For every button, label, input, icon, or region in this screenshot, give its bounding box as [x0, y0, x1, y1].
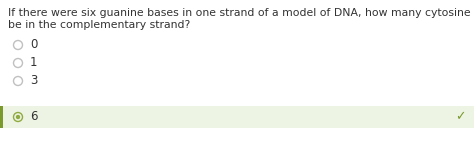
Text: 1: 1: [30, 56, 37, 70]
FancyBboxPatch shape: [0, 106, 474, 128]
Text: 0: 0: [30, 39, 37, 51]
Text: 3: 3: [30, 75, 37, 87]
Text: ✓: ✓: [456, 111, 466, 123]
Text: If there were six guanine bases in one strand of a model of DNA, how many cytosi: If there were six guanine bases in one s…: [8, 8, 474, 18]
Circle shape: [16, 115, 20, 119]
Text: be in the complementary strand?: be in the complementary strand?: [8, 20, 190, 30]
FancyBboxPatch shape: [0, 106, 3, 128]
Text: 6: 6: [30, 111, 37, 123]
